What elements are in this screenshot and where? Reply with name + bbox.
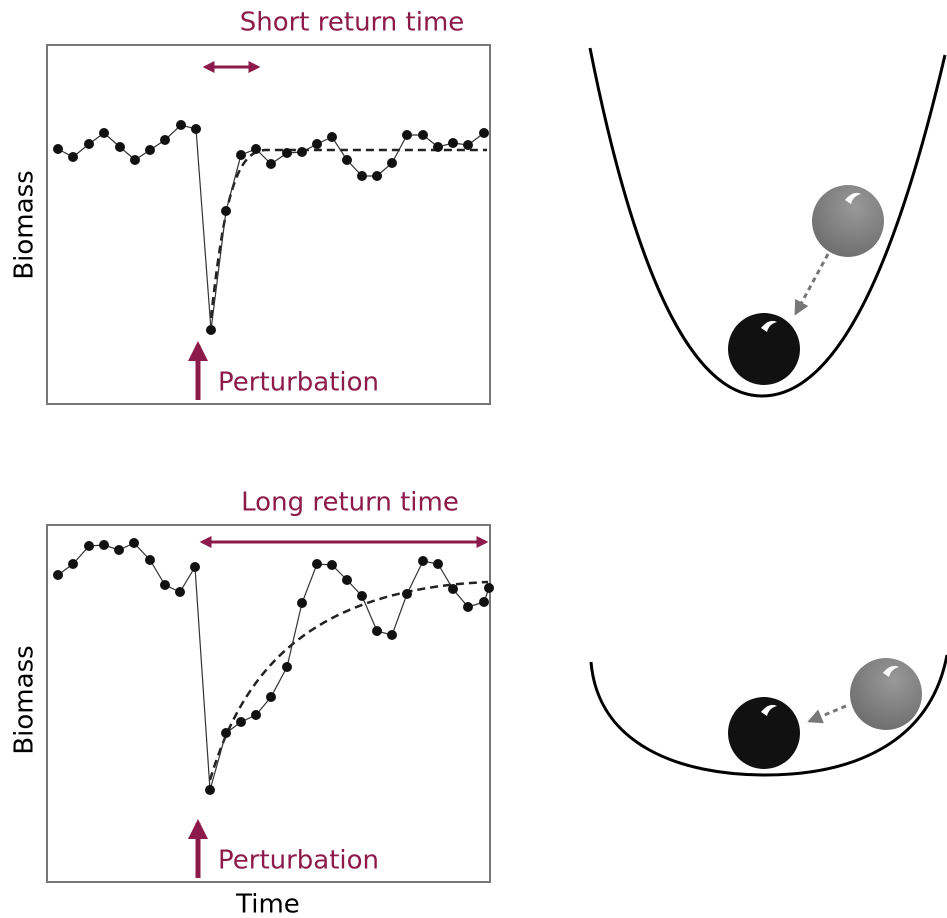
point	[251, 710, 261, 720]
point	[357, 591, 367, 601]
point	[205, 785, 215, 795]
point	[282, 148, 292, 158]
point	[251, 144, 261, 154]
recovery-curve	[211, 150, 487, 318]
point	[312, 139, 322, 149]
point	[387, 630, 397, 640]
point	[191, 124, 201, 134]
figure: Short return time Biomass Perturbation L…	[0, 0, 947, 918]
point	[68, 559, 78, 569]
point	[282, 662, 292, 672]
ball-black	[728, 697, 800, 769]
event-label: Perturbation	[218, 846, 379, 876]
point	[130, 155, 140, 165]
point	[402, 130, 412, 140]
point	[433, 559, 443, 569]
point	[160, 580, 170, 590]
series	[53, 120, 489, 335]
y-label: Biomass	[10, 645, 40, 754]
ball-gray	[850, 658, 922, 730]
point	[84, 139, 94, 149]
point	[129, 538, 139, 548]
point	[327, 132, 337, 142]
point	[387, 158, 397, 168]
point	[190, 562, 200, 572]
point	[68, 152, 78, 162]
point	[448, 138, 458, 148]
event-label: Perturbation	[218, 368, 379, 398]
point	[312, 559, 322, 569]
point	[53, 144, 63, 154]
point	[236, 150, 246, 160]
point	[99, 128, 109, 138]
point	[115, 142, 125, 152]
point	[99, 540, 109, 550]
x-label: Time	[235, 890, 300, 918]
point	[372, 171, 382, 181]
point	[433, 142, 443, 152]
plot-frame	[47, 525, 490, 882]
point	[479, 597, 489, 607]
point	[448, 584, 458, 594]
point	[266, 692, 276, 702]
point	[176, 120, 186, 130]
series	[53, 538, 494, 795]
recovery-curve	[210, 582, 488, 780]
point	[297, 598, 307, 608]
point	[160, 135, 170, 145]
point	[84, 541, 94, 551]
point	[479, 128, 489, 138]
annotation: Long return time	[241, 488, 459, 518]
point	[342, 575, 352, 585]
move-arrow	[810, 706, 846, 721]
point	[236, 717, 246, 727]
point	[145, 145, 155, 155]
plot-frame	[47, 45, 490, 404]
y-label: Biomass	[10, 170, 40, 279]
move-arrow	[796, 254, 828, 313]
point	[221, 728, 231, 738]
series-line	[58, 543, 489, 790]
ball-black	[728, 313, 800, 385]
point	[145, 555, 155, 565]
point	[463, 602, 473, 612]
point	[418, 556, 428, 566]
point	[402, 589, 412, 599]
point	[266, 159, 276, 169]
point	[463, 140, 473, 150]
point	[175, 587, 185, 597]
point	[53, 570, 63, 580]
point	[221, 206, 231, 216]
annotation: Short return time	[240, 8, 465, 38]
point	[114, 545, 124, 555]
point	[372, 626, 382, 636]
ball-gray	[812, 185, 884, 257]
point	[342, 155, 352, 165]
series-line	[58, 125, 484, 330]
point	[297, 147, 307, 157]
point	[357, 171, 367, 181]
point	[418, 130, 428, 140]
point	[484, 583, 494, 593]
point	[327, 560, 337, 570]
point	[206, 325, 216, 335]
